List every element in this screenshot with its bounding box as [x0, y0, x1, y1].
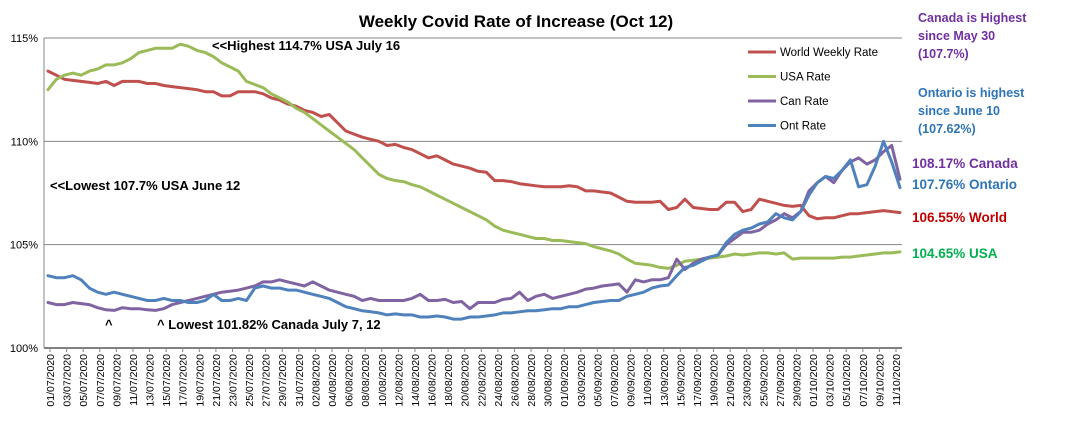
- x-tick-label: 08/08/2020: [360, 354, 372, 407]
- x-tick-label: 01/10/2020: [808, 354, 820, 407]
- x-tick-label: 27/07/2020: [261, 354, 273, 407]
- x-tick-label: 26/08/2020: [509, 354, 521, 407]
- x-tick-label: 15/09/2020: [675, 354, 687, 407]
- gridlines: [43, 37, 902, 349]
- x-tick-label: 22/08/2020: [476, 354, 488, 407]
- x-tick-label: 11/07/2020: [128, 354, 140, 406]
- x-tick-label: 11/10/2020: [891, 354, 903, 406]
- x-tick-label: 09/10/2020: [874, 354, 886, 407]
- x-tick-label: 21/09/2020: [725, 354, 737, 407]
- x-tick-label: 07/07/2020: [95, 354, 107, 407]
- end-label: 107.76% Ontario: [912, 177, 1017, 192]
- annotation-usa-lowest: <<Lowest 107.7% USA June 12: [50, 178, 240, 193]
- end-label: 104.65% USA: [912, 246, 998, 261]
- side-notes: Canada is Highest since May 30 (107.7%) Ont…: [918, 11, 1027, 136]
- side-note-line: Ontario is highest: [918, 86, 1025, 100]
- x-tick-label: 15/07/2020: [161, 354, 173, 407]
- x-tick-label: 05/09/2020: [592, 354, 604, 407]
- end-labels: 108.17% Canada 107.76% Ontario 106.55% Wor…: [912, 156, 1018, 261]
- y-axis-ticks: 100% 105% 110% 115%: [10, 33, 38, 355]
- x-tick-label: 18/08/2020: [443, 354, 455, 407]
- annotation-canada-lowest: ^ Lowest 101.82% Canada July 7, 12: [157, 317, 381, 332]
- y-tick-label: 115%: [11, 33, 39, 45]
- x-tick-label: 12/08/2020: [393, 354, 405, 407]
- x-tick-label: 09/07/2020: [111, 354, 123, 407]
- x-tick-label: 31/07/2020: [294, 354, 306, 407]
- x-tick-label: 23/09/2020: [742, 354, 754, 407]
- x-tick-label: 07/09/2020: [609, 354, 621, 407]
- x-tick-label: 20/08/2020: [460, 354, 472, 407]
- series-line-1: [46, 42, 902, 270]
- side-note-line: Canada is Highest: [918, 11, 1027, 25]
- side-note-line: (107.62%): [918, 122, 976, 136]
- y-tick-label: 105%: [10, 240, 38, 252]
- x-tick-label: 09/09/2020: [626, 354, 638, 407]
- x-tick-label: 04/08/2020: [327, 354, 339, 407]
- annotation-caret: ^: [105, 317, 113, 332]
- annotation-usa-highest: <<Highest 114.7% USA July 16: [212, 38, 400, 53]
- x-tick-label: 27/09/2020: [775, 354, 787, 407]
- side-note-line: since May 30: [918, 29, 995, 43]
- x-tick-label: 01/07/2020: [45, 354, 57, 407]
- chart-title: Weekly Covid Rate of Increase (Oct 12): [359, 12, 673, 31]
- x-tick-label: 13/07/2020: [145, 354, 157, 407]
- x-tick-label: 03/09/2020: [576, 354, 588, 407]
- x-tick-label: 29/07/2020: [277, 354, 289, 407]
- legend-label: USA Rate: [780, 72, 831, 84]
- legend-label: Can Rate: [780, 96, 829, 108]
- side-note-line: (107.7%): [918, 47, 969, 61]
- x-tick-label: 25/09/2020: [758, 354, 770, 407]
- legend: World Weekly Rate USA Rate Can Rate Ont Rat…: [748, 47, 878, 133]
- x-tick-label: 03/10/2020: [825, 354, 837, 407]
- series-lines: [46, 42, 902, 321]
- x-tick-label: 11/09/2020: [642, 354, 654, 406]
- x-tick-label: 10/08/2020: [377, 354, 389, 407]
- series-line-2: [46, 144, 902, 312]
- y-tick-label: 100%: [10, 343, 38, 355]
- x-tick-label: 17/09/2020: [692, 354, 704, 407]
- x-tick-label: 17/07/2020: [178, 354, 190, 407]
- x-tick-label: 03/07/2020: [62, 354, 74, 407]
- end-label: 108.17% Canada: [912, 156, 1018, 171]
- x-tick-label: 19/07/2020: [194, 354, 206, 407]
- x-tick-label: 13/09/2020: [659, 354, 671, 407]
- x-tick-label: 19/09/2020: [709, 354, 721, 407]
- y-tick-label: 110%: [11, 136, 39, 148]
- x-tick-label: 25/07/2020: [244, 354, 256, 407]
- x-tick-label: 21/07/2020: [211, 354, 223, 407]
- x-tick-label: 29/09/2020: [791, 354, 803, 407]
- x-tick-label: 05/07/2020: [78, 354, 90, 407]
- series-line-3: [46, 139, 902, 321]
- x-tick-label: 16/08/2020: [427, 354, 439, 407]
- side-note-line: since June 10: [918, 104, 1000, 118]
- end-label: 106.55% World: [912, 210, 1007, 225]
- x-tick-label: 24/08/2020: [493, 354, 505, 407]
- x-tick-label: 28/08/2020: [526, 354, 538, 407]
- legend-label: World Weekly Rate: [780, 47, 878, 59]
- x-tick-label: 30/08/2020: [543, 354, 555, 407]
- x-tick-label: 01/09/2020: [559, 354, 571, 407]
- legend-label: Ont Rate: [780, 121, 826, 133]
- x-axis-ticks: 01/07/2020 03/07/2020 05/07/2020 07/07/2020…: [45, 348, 903, 407]
- x-tick-label: 02/08/2020: [310, 354, 322, 407]
- x-tick-label: 05/10/2020: [841, 354, 853, 407]
- x-tick-label: 07/10/2020: [858, 354, 870, 407]
- x-tick-label: 14/08/2020: [410, 354, 422, 407]
- x-tick-label: 23/07/2020: [227, 354, 239, 407]
- series-line-0: [46, 69, 902, 221]
- x-tick-label: 06/08/2020: [344, 354, 356, 407]
